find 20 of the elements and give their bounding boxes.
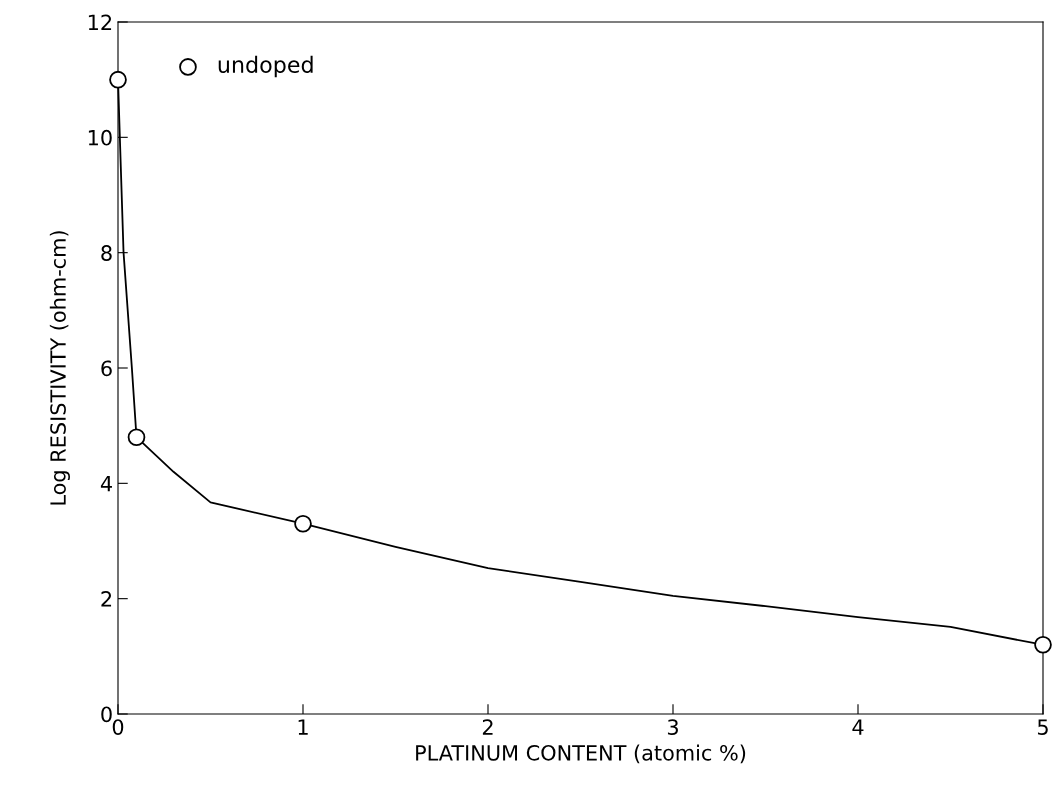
y-tick-label: 0	[101, 706, 112, 723]
point	[1034, 635, 1052, 654]
legend-label: undoped	[218, 55, 313, 78]
point	[294, 514, 312, 533]
y-axis-title: Log RESISTIVITY (ohm-cm)	[49, 231, 70, 505]
y-tick-label: 12	[88, 14, 112, 30]
y-tick-label: 6	[101, 360, 112, 377]
x-tick-label: 3	[667, 719, 678, 735]
x-tick-label: 1	[298, 719, 308, 735]
y-tick-label: 2	[101, 591, 112, 607]
point	[127, 428, 146, 447]
y-tick-label: 4	[100, 476, 112, 492]
y-tick-label: 8	[101, 245, 112, 261]
point	[109, 70, 127, 89]
x-tick-label: 0	[112, 719, 124, 735]
x-tick-label: 5	[1037, 719, 1048, 735]
x-tick-label: 4	[852, 719, 864, 735]
x-tick-label: 2	[482, 719, 493, 735]
x-axis-title: PLATINUM CONTENT (atomic %)	[416, 744, 746, 764]
y-tick-label: 10	[88, 129, 112, 146]
